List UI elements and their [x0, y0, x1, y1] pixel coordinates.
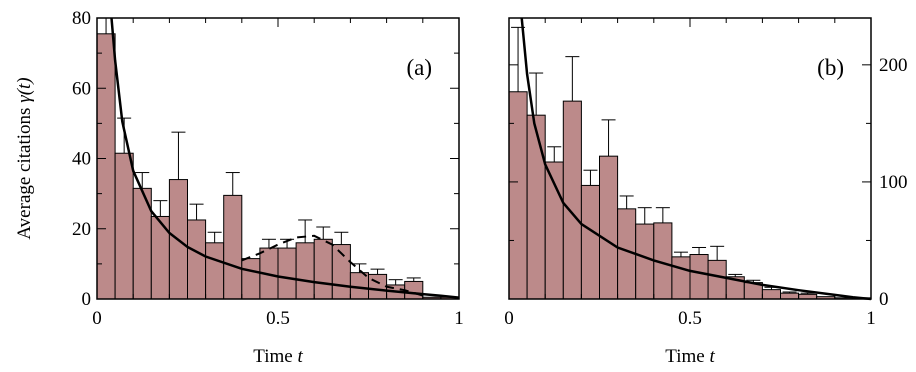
- panel-b-bar: [580, 184, 601, 300]
- panel-b-bar: [508, 91, 528, 300]
- panel-a-x-axis-label: Time t: [253, 346, 303, 367]
- panel-a-x-tick-label: 0.5: [266, 308, 290, 329]
- panel-b-fit-curve: [520, 17, 872, 301]
- panel-a-bar: [277, 247, 297, 300]
- panel-a-bar: [96, 33, 116, 300]
- panel-b-y-tick-label: 200: [879, 55, 908, 76]
- panel-b-x-axis-label: Time t: [665, 346, 715, 367]
- panel-a-bar: [313, 238, 333, 300]
- panel-b-y-tick-labels: 0 100 200: [879, 55, 908, 310]
- panel-b-bar: [689, 254, 709, 300]
- panel-a-bar: [241, 258, 261, 300]
- panel-a-bars: [96, 33, 460, 300]
- panel-a-dashed-curve: [241, 234, 424, 297]
- panel-a-ticks: [96, 17, 460, 300]
- panel-a-x-tick-labels: 0 0.5 1: [92, 308, 464, 329]
- panel-b-x-tick-labels: 0 0.5 1: [504, 308, 876, 329]
- panel-b-bar: [780, 292, 800, 300]
- panel-b-bar: [707, 259, 727, 300]
- panel-b-bar: [761, 289, 782, 300]
- panel-a-bar: [295, 242, 315, 300]
- panel-a-y-tick-label: 80: [72, 8, 91, 29]
- panel-b-label: (b): [817, 55, 844, 80]
- panel-a-y-axis-label: Average citations γ(t): [14, 77, 35, 239]
- panel-a-bar: [187, 219, 207, 300]
- panel-a-y-tick-label: 0: [82, 289, 92, 310]
- panel-b-x-tick-label: 0.5: [678, 308, 702, 329]
- panel-b-error-bars: [511, 26, 815, 295]
- panel-a-label: (a): [406, 55, 432, 80]
- panel-b-bars: [508, 91, 872, 300]
- panel-a-bar: [205, 242, 225, 300]
- panel-b-bar: [599, 155, 619, 300]
- panel-a-y-tick-label: 60: [72, 78, 91, 99]
- panel-a-y-tick-label: 40: [72, 149, 91, 170]
- panel-a-bar: [368, 273, 388, 300]
- panel-b-y-tick-label: 100: [879, 172, 908, 193]
- panel-a-y-tick-label: 20: [72, 219, 91, 240]
- panel-a-x-tick-label: 1: [454, 308, 464, 329]
- panel-b-y-tick-label: 0: [879, 289, 889, 310]
- panel-a-bar: [114, 152, 134, 300]
- panel-b-ticks: [508, 18, 872, 300]
- panel-a-fit-curve: [110, 17, 460, 299]
- panel-b-x-tick-label: 1: [866, 308, 876, 329]
- panel-a-bar: [223, 194, 243, 300]
- panel-b-x-tick-label: 0: [504, 308, 514, 329]
- panel-b-bar: [526, 114, 546, 300]
- panel-b-bar: [562, 100, 582, 300]
- panel-b-bar: [635, 223, 655, 300]
- panel-b-bar: [671, 256, 691, 300]
- panel-a-x-tick-label: 0: [92, 308, 102, 329]
- panel-a-y-tick-labels: 0 20 40 60 80: [72, 8, 91, 310]
